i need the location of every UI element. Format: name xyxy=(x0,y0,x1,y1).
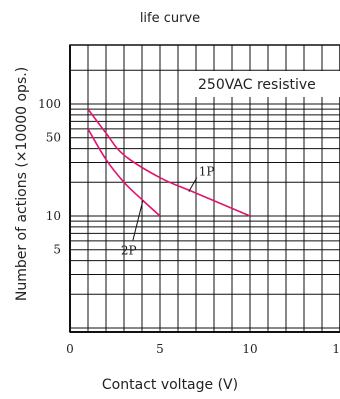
series-line-1p xyxy=(87,108,251,217)
series-label-2p: 2P xyxy=(121,243,137,257)
annotation-background xyxy=(190,71,340,97)
y-tick-label: 100 xyxy=(38,97,61,111)
series-label-1p: 1P xyxy=(199,165,215,179)
x-tick-label: 15 xyxy=(332,342,340,356)
y-tick-label: 10 xyxy=(46,209,61,223)
leader-line-1p xyxy=(188,177,198,192)
x-tick-label: 0 xyxy=(66,342,74,356)
chart-title: life curve xyxy=(139,11,201,26)
x-tick-label: 5 xyxy=(156,342,164,356)
tick-labels: 5 10 50 100 0 5 10 15 1P 2P xyxy=(38,97,340,356)
x-axis-title: Contact voltage (V) xyxy=(101,377,239,393)
series-line-2p xyxy=(87,128,161,217)
y-axis-title-text: Number of actions (×10000 ops.) xyxy=(14,66,30,302)
x-tick-label: 10 xyxy=(242,342,257,356)
y-tick-label: 50 xyxy=(46,131,61,145)
axes xyxy=(69,44,340,333)
leader-line-2p xyxy=(132,200,144,241)
condition-annotation: 250VAC resistive xyxy=(198,77,316,93)
series-lines xyxy=(87,108,251,217)
y-tick-label: 5 xyxy=(53,243,61,257)
